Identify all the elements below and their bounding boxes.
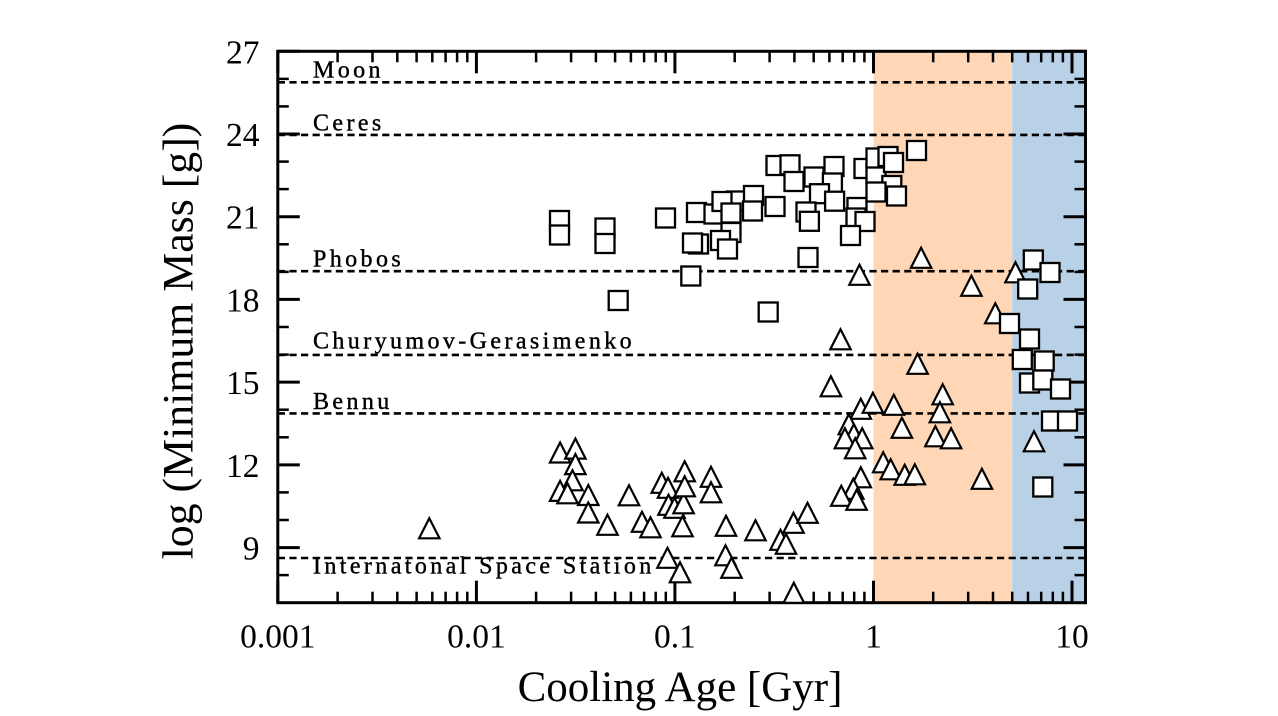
svg-text:Churyumov-Gerasimenko: Churyumov-Gerasimenko: [313, 329, 635, 355]
svg-text:0.01: 0.01: [447, 619, 506, 656]
svg-text:18: 18: [226, 282, 260, 319]
svg-text:24: 24: [226, 117, 260, 154]
svg-text:Ceres: Ceres: [313, 111, 385, 137]
svg-text:27: 27: [226, 34, 260, 71]
svg-text:0.001: 0.001: [240, 619, 315, 656]
svg-text:15: 15: [226, 365, 260, 402]
svg-text:9: 9: [243, 531, 260, 568]
svg-text:1: 1: [865, 619, 882, 656]
svg-text:Internatonal Space Station: Internatonal Space Station: [313, 554, 655, 580]
svg-text:10: 10: [1055, 619, 1089, 656]
svg-text:21: 21: [226, 200, 260, 237]
svg-text:log (Minimum Mass [g]): log (Minimum Mass [g]): [155, 123, 203, 560]
svg-text:0.1: 0.1: [654, 619, 696, 656]
svg-text:Phobos: Phobos: [313, 247, 404, 273]
svg-text:Bennu: Bennu: [313, 389, 393, 415]
svg-text:Moon: Moon: [313, 58, 384, 84]
svg-text:Cooling Age [Gyr]: Cooling Age [Gyr]: [518, 664, 843, 711]
svg-text:12: 12: [226, 448, 260, 485]
